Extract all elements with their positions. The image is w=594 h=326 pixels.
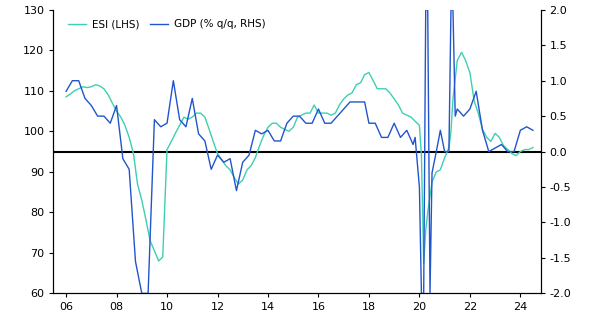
ESI (LHS) [172, 131, 179, 135]
GDP (% q/q, RHS) [334, 114, 341, 118]
ESI (LHS) [458, 50, 465, 54]
ESI (LHS) [529, 146, 536, 150]
GDP (% q/q, RHS) [252, 128, 259, 132]
GDP (% q/q, RHS) [62, 89, 69, 93]
ESI (LHS) [479, 127, 486, 131]
ESI (LHS) [353, 83, 360, 87]
ESI (LHS) [420, 261, 427, 265]
GDP (% q/q, RHS) [226, 157, 233, 161]
GDP (% q/q, RHS) [233, 189, 240, 193]
ESI (LHS) [125, 136, 132, 140]
Line: ESI (LHS): ESI (LHS) [66, 52, 533, 263]
ESI (LHS) [62, 95, 69, 99]
GDP (% q/q, RHS) [157, 125, 165, 129]
GDP (% q/q, RHS) [510, 150, 517, 154]
Line: GDP (% q/q, RHS): GDP (% q/q, RHS) [66, 10, 533, 293]
GDP (% q/q, RHS) [422, 8, 429, 12]
Legend: ESI (LHS), GDP (% q/q, RHS): ESI (LHS), GDP (% q/q, RHS) [64, 15, 269, 33]
ESI (LHS) [218, 158, 225, 162]
ESI (LHS) [244, 168, 251, 172]
GDP (% q/q, RHS) [529, 128, 536, 132]
GDP (% q/q, RHS) [138, 291, 146, 295]
